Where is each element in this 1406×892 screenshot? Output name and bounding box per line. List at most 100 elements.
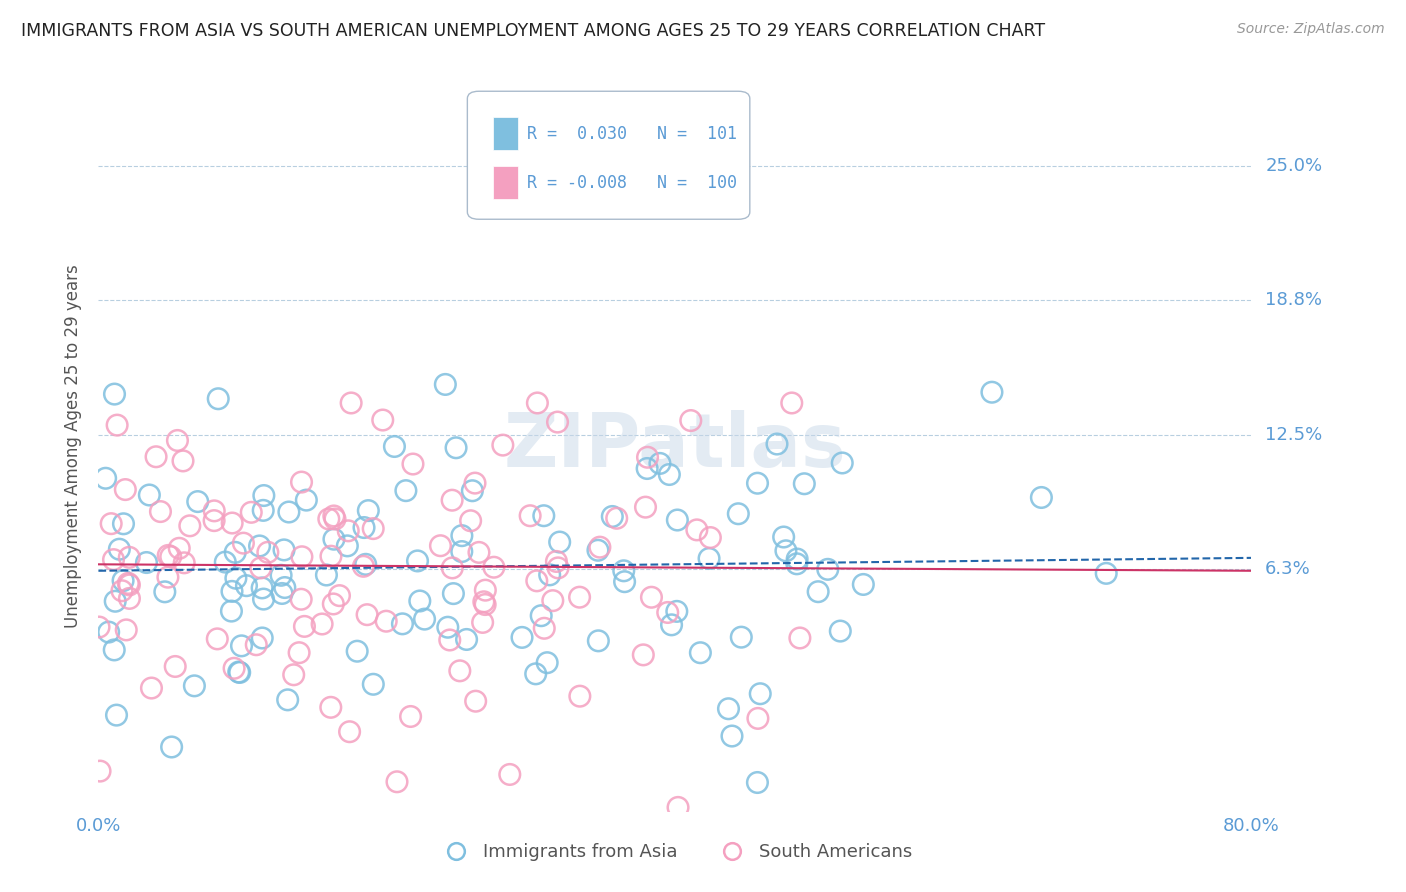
Point xyxy=(474,598,496,612)
Point xyxy=(530,608,553,623)
Point xyxy=(717,702,740,716)
Point xyxy=(727,507,749,521)
Point xyxy=(499,767,522,781)
Point xyxy=(546,554,568,568)
Point xyxy=(273,542,295,557)
Point xyxy=(202,504,225,518)
Point xyxy=(786,557,808,571)
Point xyxy=(252,592,274,607)
Point xyxy=(167,541,190,556)
Point xyxy=(249,561,271,575)
Point xyxy=(173,556,195,570)
Point xyxy=(450,529,472,543)
Point xyxy=(613,564,636,578)
Point xyxy=(468,545,491,559)
Point xyxy=(361,522,384,536)
Point xyxy=(775,543,797,558)
Point xyxy=(586,543,609,558)
Point xyxy=(600,509,623,524)
Point xyxy=(156,570,179,584)
Point xyxy=(375,614,398,628)
Point xyxy=(648,457,671,471)
Point xyxy=(437,620,460,634)
Text: 25.0%: 25.0% xyxy=(1265,157,1323,176)
Point xyxy=(277,505,299,519)
Point xyxy=(657,606,679,620)
Point xyxy=(409,594,432,608)
Point xyxy=(1031,491,1053,505)
Point xyxy=(339,724,361,739)
Point xyxy=(224,545,246,559)
Point xyxy=(402,457,425,471)
Point xyxy=(666,513,689,527)
Point xyxy=(288,646,311,660)
Point xyxy=(633,648,655,662)
Point xyxy=(747,711,769,725)
Point xyxy=(105,418,128,433)
Point xyxy=(249,539,271,553)
Point xyxy=(471,615,494,630)
Point xyxy=(793,476,815,491)
Point xyxy=(780,396,803,410)
Point xyxy=(118,550,141,565)
Point xyxy=(533,508,555,523)
Point xyxy=(149,504,172,518)
Point xyxy=(256,545,278,559)
FancyBboxPatch shape xyxy=(492,117,517,150)
Point xyxy=(1095,566,1118,581)
Point xyxy=(981,385,1004,400)
Point xyxy=(526,574,548,588)
Point xyxy=(391,616,413,631)
Point xyxy=(294,619,316,633)
Point xyxy=(235,579,257,593)
Point xyxy=(444,441,467,455)
Point xyxy=(474,583,496,598)
Point xyxy=(817,562,839,576)
Point xyxy=(636,461,658,475)
Point xyxy=(187,494,209,508)
Point xyxy=(135,556,157,570)
Text: 12.5%: 12.5% xyxy=(1265,426,1323,444)
Point xyxy=(179,518,201,533)
Point xyxy=(363,677,385,691)
Point xyxy=(699,531,721,545)
Point xyxy=(100,516,122,531)
Point xyxy=(413,612,436,626)
Point xyxy=(340,396,363,410)
Point xyxy=(460,514,482,528)
Point xyxy=(464,476,486,491)
Text: 18.8%: 18.8% xyxy=(1265,291,1322,309)
Point xyxy=(482,560,505,574)
Point xyxy=(117,576,139,591)
Point xyxy=(346,644,368,658)
Point xyxy=(634,500,657,515)
Point xyxy=(118,591,141,606)
Point xyxy=(271,586,294,600)
Point xyxy=(747,775,769,789)
Point xyxy=(97,625,120,640)
Point xyxy=(385,774,408,789)
Point xyxy=(456,632,478,647)
Point xyxy=(772,530,794,544)
Point xyxy=(228,665,250,680)
Point xyxy=(183,679,205,693)
Point xyxy=(679,413,702,427)
Point xyxy=(157,549,180,563)
Point xyxy=(441,493,464,508)
Point xyxy=(831,456,853,470)
Point xyxy=(221,516,243,530)
Text: R =  0.030   N =  101: R = 0.030 N = 101 xyxy=(527,125,737,143)
Text: ZIPatlas: ZIPatlas xyxy=(503,409,846,483)
Point xyxy=(658,467,681,482)
Point xyxy=(665,604,688,618)
Point xyxy=(118,578,141,592)
Point xyxy=(689,646,711,660)
Point xyxy=(589,540,612,554)
Point xyxy=(606,511,628,525)
Point xyxy=(172,454,194,468)
Point xyxy=(449,664,471,678)
Point xyxy=(112,516,135,531)
Point xyxy=(352,559,374,574)
Point xyxy=(766,437,789,451)
Point xyxy=(231,639,253,653)
